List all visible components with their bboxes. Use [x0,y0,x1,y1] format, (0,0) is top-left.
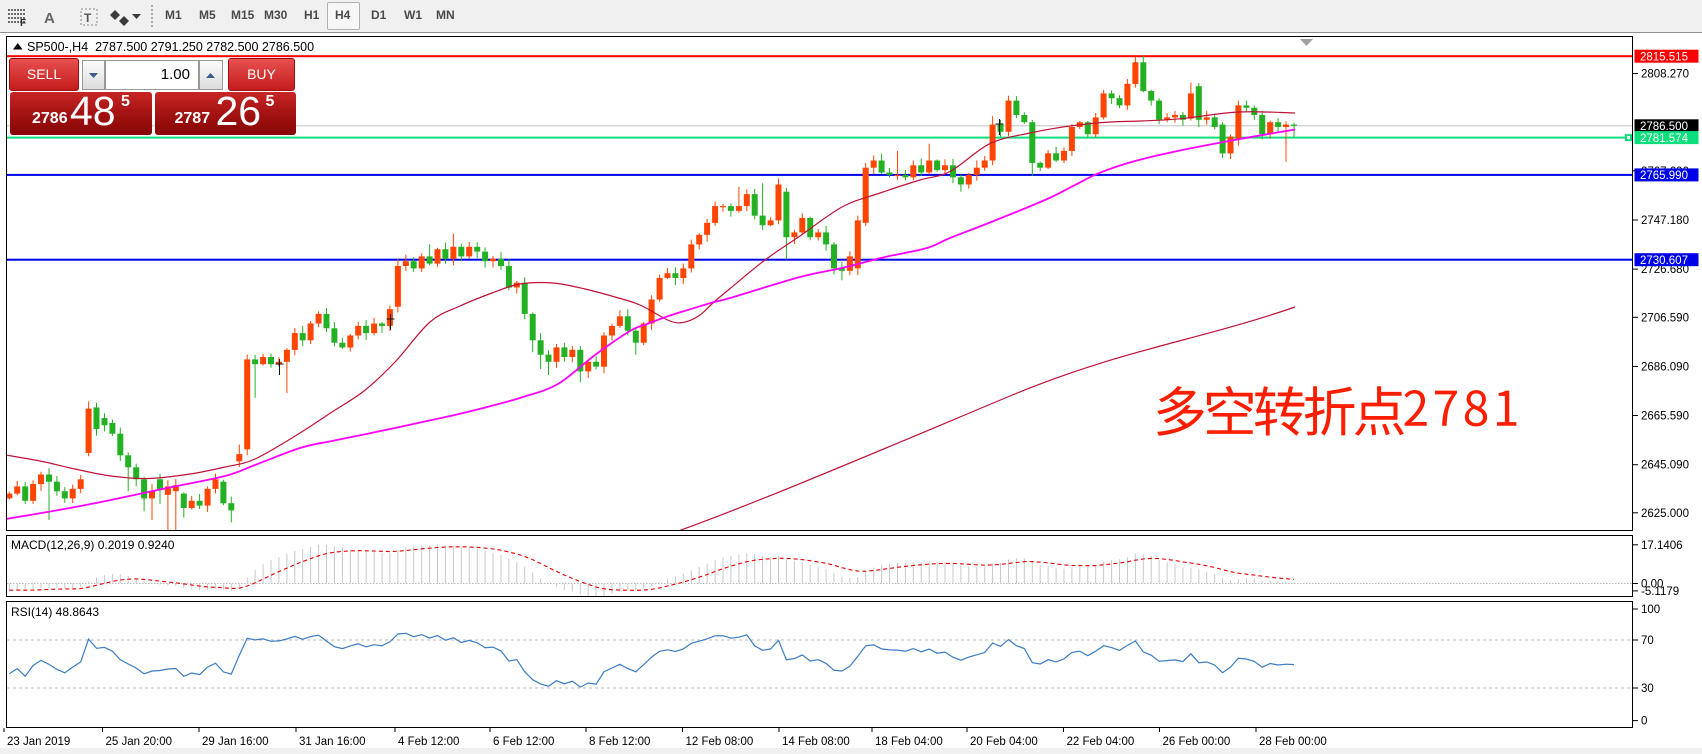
svg-text:SP500-,H4 2787.500 2791.250 2: SP500-,H4 2787.500 2791.250 2782.500 278… [27,40,314,54]
svg-text:2765.990: 2765.990 [1640,170,1688,182]
svg-text:26 Feb 00:00: 26 Feb 00:00 [1163,736,1231,748]
svg-text:0: 0 [1641,716,1647,728]
svg-text:2645.090: 2645.090 [1641,460,1689,472]
svg-text:100: 100 [1641,604,1660,616]
svg-text:2815.515: 2815.515 [1640,51,1688,63]
svg-text:28 Feb 00:00: 28 Feb 00:00 [1259,736,1327,748]
svg-text:2747.180: 2747.180 [1641,215,1689,227]
svg-text:RSI(14) 48.8643: RSI(14) 48.8643 [11,605,99,619]
svg-text:70: 70 [1641,635,1654,647]
svg-text:31 Jan 16:00: 31 Jan 16:00 [299,736,366,748]
svg-text:25 Jan 20:00: 25 Jan 20:00 [106,736,173,748]
svg-text:A: A [44,10,55,27]
svg-text:F: F [20,18,26,29]
svg-text:2781.574: 2781.574 [1640,133,1689,145]
svg-text:29 Jan 16:00: 29 Jan 16:00 [202,736,269,748]
svg-text:14 Feb 08:00: 14 Feb 08:00 [782,736,850,748]
svg-text:2665.590: 2665.590 [1641,411,1689,423]
svg-text:-5.1179: -5.1179 [1641,586,1679,598]
svg-text:18 Feb 04:00: 18 Feb 04:00 [875,736,943,748]
svg-text:12 Feb 08:00: 12 Feb 08:00 [686,736,754,748]
svg-text:0.00: 0.00 [1641,579,1663,591]
svg-text:2786.500: 2786.500 [1640,121,1688,133]
svg-text:6 Feb 12:00: 6 Feb 12:00 [493,736,554,748]
svg-text:MACD(12,26,9) 0.2019 0.9240: MACD(12,26,9) 0.2019 0.9240 [11,538,175,552]
svg-text:8 Feb 12:00: 8 Feb 12:00 [589,736,650,748]
svg-text:2686.090: 2686.090 [1641,361,1689,373]
svg-text:2726.680: 2726.680 [1641,264,1689,276]
svg-text:2706.590: 2706.590 [1641,312,1689,324]
svg-text:T: T [84,11,92,25]
svg-text:2808.270: 2808.270 [1641,69,1689,81]
svg-text:17.1406: 17.1406 [1641,540,1683,552]
svg-text:22 Feb 04:00: 22 Feb 04:00 [1067,736,1135,748]
svg-text:4 Feb 12:00: 4 Feb 12:00 [398,736,459,748]
svg-text:23 Jan 2019: 23 Jan 2019 [7,736,70,748]
svg-text:2730.607: 2730.607 [1640,255,1688,267]
svg-text:30: 30 [1641,683,1654,695]
svg-text:2625.000: 2625.000 [1641,508,1689,520]
svg-text:20 Feb 04:00: 20 Feb 04:00 [970,736,1038,748]
